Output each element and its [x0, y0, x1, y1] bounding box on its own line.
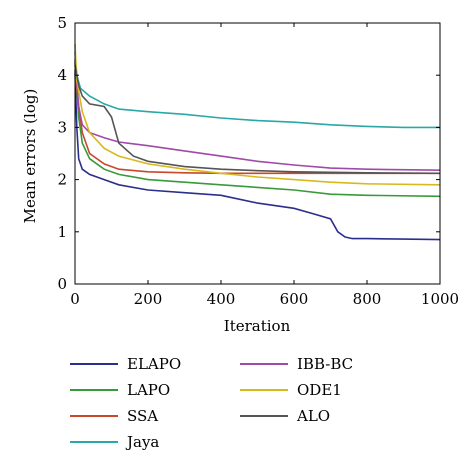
legend-label-ssa: SSA	[127, 407, 158, 425]
x-tick-label: 800	[353, 290, 382, 308]
plot-background	[75, 23, 440, 284]
series-line-ibb-bc	[74, 59, 441, 171]
x-axis-label: Iteration	[224, 317, 291, 335]
legend: ELAPO LAPO SSA Jaya IBB-BC ODE1 ALO	[70, 355, 353, 451]
legend-label-alo: ALO	[296, 407, 330, 425]
y-tick-label: 4	[57, 66, 67, 84]
y-tick-label: 3	[57, 118, 67, 136]
y-tick-label: 0	[57, 275, 67, 293]
series-layer	[74, 43, 441, 241]
plot-area	[75, 23, 440, 284]
x-tick-label: 0	[70, 290, 80, 308]
series-line-ssa	[74, 69, 440, 175]
x-tick-label: 1000	[421, 290, 459, 308]
series-line-ode1	[74, 43, 441, 186]
y-tick-label: 2	[57, 171, 67, 189]
x-tick-label: 400	[207, 290, 236, 308]
legend-label-jaya: Jaya	[125, 433, 159, 451]
plot-frame	[74, 22, 441, 285]
x-tick-label: 600	[280, 290, 309, 308]
legend-label-lapo: LAPO	[127, 381, 170, 399]
series-line-lapo	[74, 62, 441, 198]
legend-label-ibb-bc: IBB-BC	[297, 355, 353, 373]
legend-label-ode1: ODE1	[297, 381, 342, 399]
legend-label-elapo: ELAPO	[127, 355, 181, 373]
series-line-jaya	[74, 51, 440, 129]
series-line-elapo	[74, 72, 441, 241]
y-tick-label: 5	[57, 14, 67, 32]
y-axis-label: Mean errors (log)	[21, 89, 39, 224]
axes-layer: 0 200 400 600 800 1000 0 1 2 3 4 5	[57, 14, 459, 308]
x-tick-label: 200	[134, 290, 163, 308]
series-line-alo	[74, 64, 441, 175]
y-tick-label: 1	[57, 223, 67, 241]
